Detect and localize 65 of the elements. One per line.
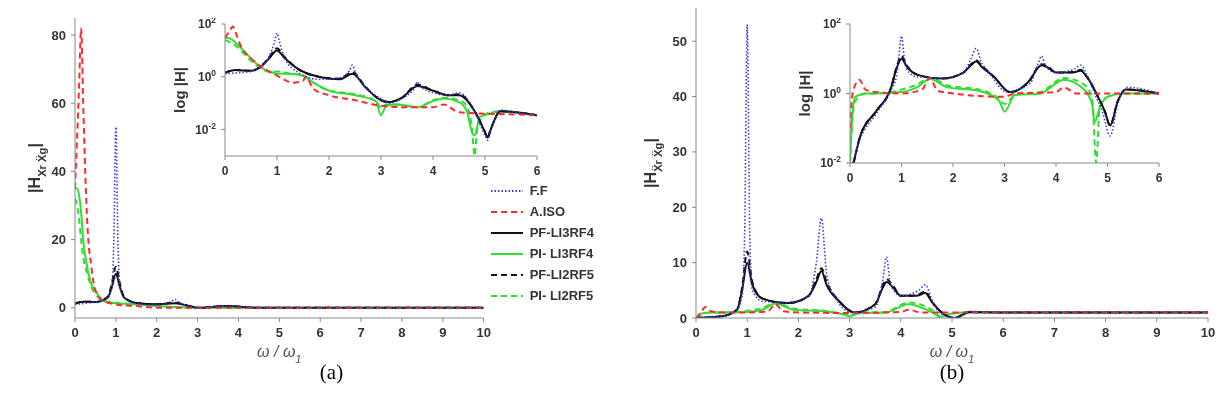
y-tick-label: 20	[672, 199, 687, 215]
x-tick-label: 0	[846, 170, 854, 185]
x-tick-label: 7	[357, 325, 365, 341]
x-tick-label: 6	[1155, 170, 1163, 185]
x-tick-label: 6	[999, 325, 1007, 341]
x-tick-label: 0	[692, 325, 700, 341]
y-tick-label: 10$^{2}$	[197, 15, 217, 32]
x-tick-label: 4	[1052, 170, 1060, 185]
x-tick-label: 6	[316, 325, 324, 341]
x-tick-label: 2	[325, 163, 333, 178]
x-tick-label: 5	[481, 163, 489, 178]
y-tick-label: 10$^{2}$	[822, 15, 842, 32]
y-tick-label: 10	[672, 255, 687, 271]
y-tick-label: 0	[58, 300, 66, 316]
x-axis-title: ω / ω$_{1}$	[257, 343, 302, 365]
x-tick-label: 3	[845, 325, 854, 341]
y-tick-label: 30	[672, 144, 687, 160]
x-tick-label: 0	[221, 163, 229, 178]
y-tick-label: 20	[51, 232, 66, 248]
y-axis-title: log |H|	[796, 70, 813, 117]
x-tick-label: 1	[112, 325, 120, 341]
y-tick-label: 40	[672, 89, 687, 105]
y-tick-label: 80	[51, 27, 66, 43]
x-tick-label: 8	[1101, 325, 1110, 341]
legend-label: PI- LI2RF5	[529, 288, 594, 303]
x-tick-label: 5	[1104, 170, 1112, 185]
x-tick-label: 6	[533, 163, 541, 178]
x-tick-label: 4	[429, 163, 437, 178]
x-tick-label: 5	[275, 325, 283, 341]
y-tick-label: 0	[679, 310, 687, 326]
legend-label: PI- LI3RF4	[529, 246, 594, 261]
x-tick-label: 2	[794, 325, 803, 341]
x-tick-label: 2	[949, 170, 957, 185]
x-tick-label: 10	[1200, 325, 1216, 341]
x-tick-label: 10	[476, 325, 491, 341]
x-tick-label: 2	[153, 325, 161, 341]
line-series	[225, 25, 537, 117]
line-series	[75, 27, 484, 309]
y-axis-title: log |H|	[171, 67, 188, 113]
x-tick-label: 4	[897, 325, 906, 341]
x-tick-label: 4	[234, 325, 243, 341]
x-tick-label: 1	[273, 163, 281, 178]
y-tick-label: 10$^{0}$	[822, 84, 842, 101]
x-tick-label: 3	[377, 163, 385, 178]
y-tick-label: 40	[51, 163, 66, 179]
x-tick-label: 3	[1001, 170, 1009, 185]
x-tick-label: 0	[71, 325, 79, 341]
legend-label: F.F	[529, 183, 548, 198]
x-tick-label: 1	[743, 325, 751, 341]
x-tick-label: 5	[948, 325, 956, 341]
x-tick-label: 3	[193, 325, 202, 341]
y-tick-label: 10$^{0}$	[197, 68, 217, 84]
legend-label: A.ISO	[529, 204, 566, 219]
x-tick-label: 7	[1050, 325, 1059, 341]
x-tick-label: 9	[1153, 325, 1161, 341]
x-tick-label: 9	[439, 325, 447, 341]
legend-label: PF-LI3RF4	[529, 225, 594, 240]
y-tick-label: 10$^{-2}$	[195, 120, 217, 137]
y-tick-label: 50	[672, 33, 687, 49]
y-tick-label: 10$^{-2}$	[820, 154, 842, 171]
text: (a)	[319, 360, 344, 384]
x-tick-label: 8	[398, 325, 406, 341]
x-tick-label: 1	[898, 170, 906, 185]
y-tick-label: 60	[51, 95, 66, 111]
legend-label: PF-LI2RF5	[529, 267, 594, 282]
